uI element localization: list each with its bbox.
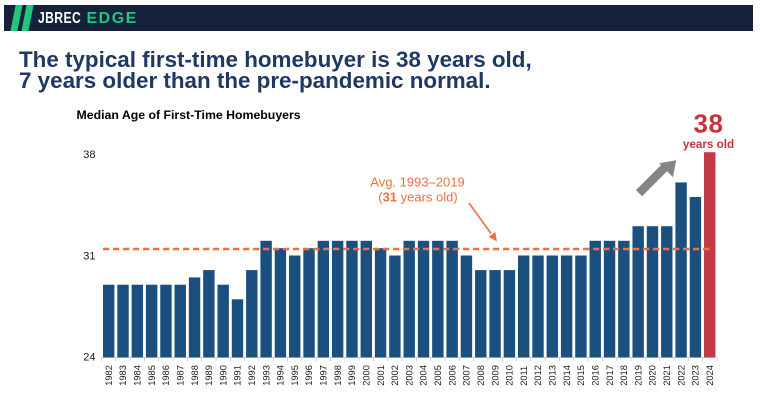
svg-text:1993: 1993	[261, 365, 271, 386]
svg-text:2016: 2016	[590, 365, 600, 386]
svg-text:1997: 1997	[319, 365, 329, 386]
svg-text:1984: 1984	[133, 365, 143, 386]
svg-text:24: 24	[83, 351, 95, 363]
svg-text:2010: 2010	[505, 365, 515, 386]
svg-text:2019: 2019	[633, 365, 643, 386]
svg-text:years old: years old	[683, 138, 734, 151]
svg-text:2012: 2012	[533, 365, 543, 386]
svg-text:2018: 2018	[619, 365, 629, 386]
svg-text:2013: 2013	[548, 365, 558, 386]
svg-text:2024: 2024	[705, 365, 715, 386]
svg-text:2000: 2000	[361, 365, 371, 386]
svg-text:2005: 2005	[433, 365, 443, 386]
svg-text:1998: 1998	[333, 365, 343, 386]
svg-text:2017: 2017	[605, 365, 615, 386]
svg-text:1988: 1988	[190, 365, 200, 386]
svg-text:(31 years old): (31 years old)	[378, 190, 458, 205]
svg-text:1986: 1986	[161, 365, 171, 386]
svg-text:38: 38	[83, 149, 95, 161]
svg-text:38: 38	[694, 109, 724, 139]
svg-text:2021: 2021	[662, 365, 672, 386]
svg-text:1996: 1996	[304, 365, 314, 386]
svg-text:2020: 2020	[648, 365, 658, 386]
svg-text:2022: 2022	[676, 365, 686, 386]
svg-text:1985: 1985	[147, 365, 157, 386]
svg-text:1990: 1990	[218, 365, 228, 386]
svg-text:1987: 1987	[175, 365, 185, 386]
svg-text:1983: 1983	[118, 365, 128, 386]
svg-text:31: 31	[83, 250, 95, 262]
svg-text:2014: 2014	[562, 365, 572, 386]
svg-text:1994: 1994	[276, 365, 286, 386]
svg-text:2011: 2011	[519, 366, 529, 386]
svg-text:2023: 2023	[691, 365, 701, 386]
svg-text:2015: 2015	[576, 365, 586, 386]
svg-text:1999: 1999	[347, 365, 357, 386]
svg-text:1989: 1989	[204, 365, 214, 386]
svg-text:2001: 2001	[376, 365, 386, 386]
svg-text:2006: 2006	[447, 365, 457, 386]
svg-text:2002: 2002	[390, 365, 400, 386]
svg-text:1995: 1995	[290, 365, 300, 386]
svg-text:2003: 2003	[404, 365, 414, 386]
svg-text:1992: 1992	[247, 365, 257, 386]
svg-text:2007: 2007	[462, 365, 472, 386]
svg-text:2004: 2004	[419, 365, 429, 386]
svg-text:2008: 2008	[476, 365, 486, 386]
svg-text:1991: 1991	[233, 365, 243, 386]
svg-text:2009: 2009	[490, 365, 500, 386]
svg-text:Avg. 1993–2019: Avg. 1993–2019	[370, 175, 464, 190]
svg-text:1982: 1982	[104, 365, 114, 386]
